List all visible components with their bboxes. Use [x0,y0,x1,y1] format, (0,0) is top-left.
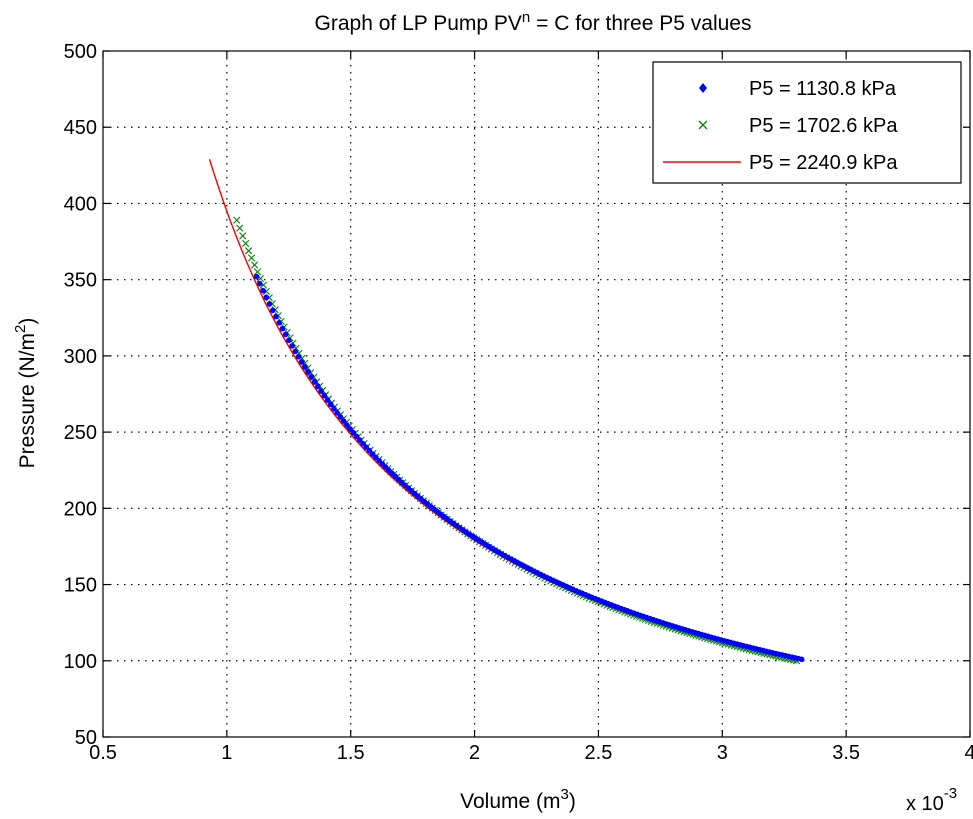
legend-entry-2: P5 = 1702.6 kPa [698,115,898,137]
x-tick-label: 4 [964,742,973,764]
x-axis-multiplier-exponent: -3 [944,785,957,802]
grid-lines [103,51,970,737]
legend: P5 = 1130.8 kPa P5 = 1702.6 kPa P5 = 2240.… [652,61,962,184]
y-tick-label: 300 [64,346,97,368]
data-point [286,337,292,344]
chart-title-rest: = C for three P5 values [530,12,751,35]
data-point [279,325,286,332]
y-tick-label: 500 [64,41,97,63]
y-axis-title-rest: ) [16,318,39,325]
legend-entry-3: P5 = 2240.9 kPa [663,152,898,174]
data-point [360,440,366,447]
y-tick-label: 50 [75,727,97,749]
x-axis-title: Volume (m3) [460,786,576,813]
legend-label: P5 = 2240.9 kPa [749,152,898,174]
data-point [302,364,308,370]
x-tick-label: 2.5 [585,742,613,764]
data-point [324,397,331,403]
legend-entries: P5 = 1130.8 kPa P5 = 1702.6 kPa P5 = 2240.… [663,78,898,174]
x-tick-labels: 0.5 1 1.5 2 2.5 3 3.5 4 [89,742,973,764]
data-point [245,247,253,255]
y-tick-label: 400 [64,193,97,215]
data-point [289,343,295,349]
data-point [263,294,270,301]
data-point [295,353,302,360]
data-point [276,319,282,326]
data-point [250,261,259,269]
data-point [311,379,318,385]
y-axis-title: Pressure (N/m2) [12,318,39,469]
data-point [236,224,244,232]
data-point [253,268,262,276]
data-point [308,374,315,380]
y-tick-label: 100 [64,651,97,673]
data-point [292,348,299,355]
legend-label: P5 = 1130.8 kPa [749,78,897,100]
data-point [242,239,250,247]
data-point [282,331,289,338]
data-point [266,301,273,307]
y-tick-label: 350 [64,270,97,292]
y-tick-label: 450 [64,117,97,139]
data-point [340,418,347,424]
legend-dot-swatch [699,83,707,93]
data-point [298,359,305,365]
x-tick-label: 1.5 [337,742,365,764]
data-point [350,429,357,436]
data-series [208,158,805,665]
data-point [253,273,260,280]
x-tick-label: 3.5 [832,742,860,764]
x-tick-label: 2 [469,742,480,764]
x-axis-multiplier: x 10-3 [906,785,957,815]
data-point [331,405,337,412]
y-axis-title-superscript: 2 [12,325,29,333]
legend-x-swatch [698,120,708,130]
tick-marks [102,50,971,738]
legend-entry-1: P5 = 1130.8 kPa [699,78,897,100]
data-point [269,307,276,314]
legend-box [652,61,962,184]
data-point [315,383,321,390]
x-axis-title-rest: ) [569,790,576,813]
data-point [321,392,328,399]
data-point [239,232,247,240]
x-axis-title-superscript: 3 [561,786,569,803]
x-tick-label: 1 [221,742,232,764]
y-axis-title-main: Pressure (N/m [16,333,39,468]
legend-label: P5 = 1702.6 kPa [749,115,898,137]
data-point [257,280,263,287]
data-point [798,656,805,663]
data-point [247,254,256,262]
x-axis-multiplier-base: x 10 [906,793,944,815]
x-axis-title-main: Volume (m [460,790,560,813]
data-point [344,422,350,428]
data-point [305,369,311,375]
data-point [318,388,324,394]
x-tick-label: 3 [717,742,728,764]
y-tick-label: 200 [64,498,97,520]
data-point [334,410,340,416]
data-point [347,426,353,432]
data-point [260,287,266,294]
data-point [273,313,279,320]
y-tick-label: 250 [64,422,97,444]
y-tick-labels: 50 100 150 200 250 300 350 400 450 500 [64,41,97,749]
data-point [327,401,334,408]
y-tick-label: 150 [64,575,97,597]
data-point [233,216,241,224]
data-point [353,433,360,440]
chart-title-main: Graph of LP Pump PV [315,12,522,35]
x-tick-label: 0.5 [89,742,117,764]
series-1 [253,273,805,663]
chart-title: Graph of LP Pump PVn = C for three P5 va… [315,9,752,35]
axes-frame [102,50,971,738]
data-point [337,414,344,420]
data-point [356,437,363,443]
chart-title-superscript: n [522,9,530,26]
